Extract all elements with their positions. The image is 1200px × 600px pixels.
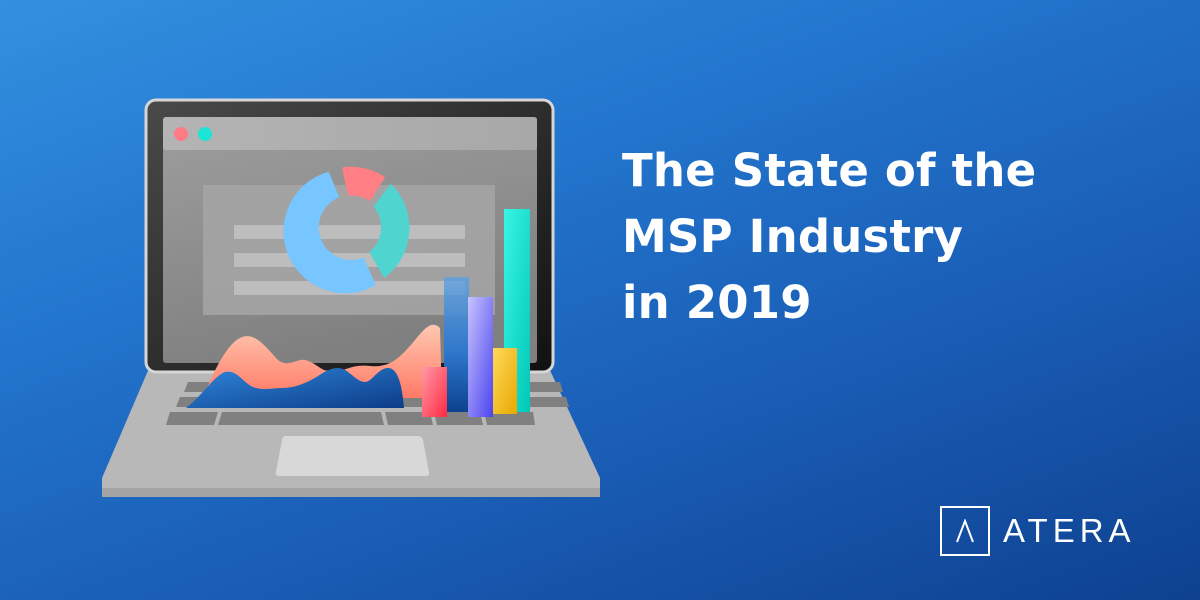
window-close-dot xyxy=(174,127,188,141)
headline-line-3: in 2019 xyxy=(622,276,812,329)
bar-blue xyxy=(444,277,469,412)
headline-line-1: The State of the xyxy=(622,144,1037,197)
bar-purple xyxy=(468,297,493,417)
trackpad xyxy=(275,436,430,476)
page-headline: The State of the MSP Industry in 2019 xyxy=(622,138,1036,336)
text-line-1 xyxy=(234,225,465,239)
atera-logo-icon xyxy=(940,506,990,556)
window-minimize-dot xyxy=(198,127,212,141)
atera-logo: ATERA xyxy=(940,506,1136,556)
bar-red xyxy=(422,367,447,417)
bar-chart xyxy=(422,209,530,417)
area-chart xyxy=(186,324,442,408)
brand-name: ATERA xyxy=(1003,512,1136,549)
bar-yellow xyxy=(493,348,517,414)
headline-line-2: MSP Industry xyxy=(622,210,964,263)
donut-chart xyxy=(283,166,410,294)
window-title-bar xyxy=(163,117,537,150)
